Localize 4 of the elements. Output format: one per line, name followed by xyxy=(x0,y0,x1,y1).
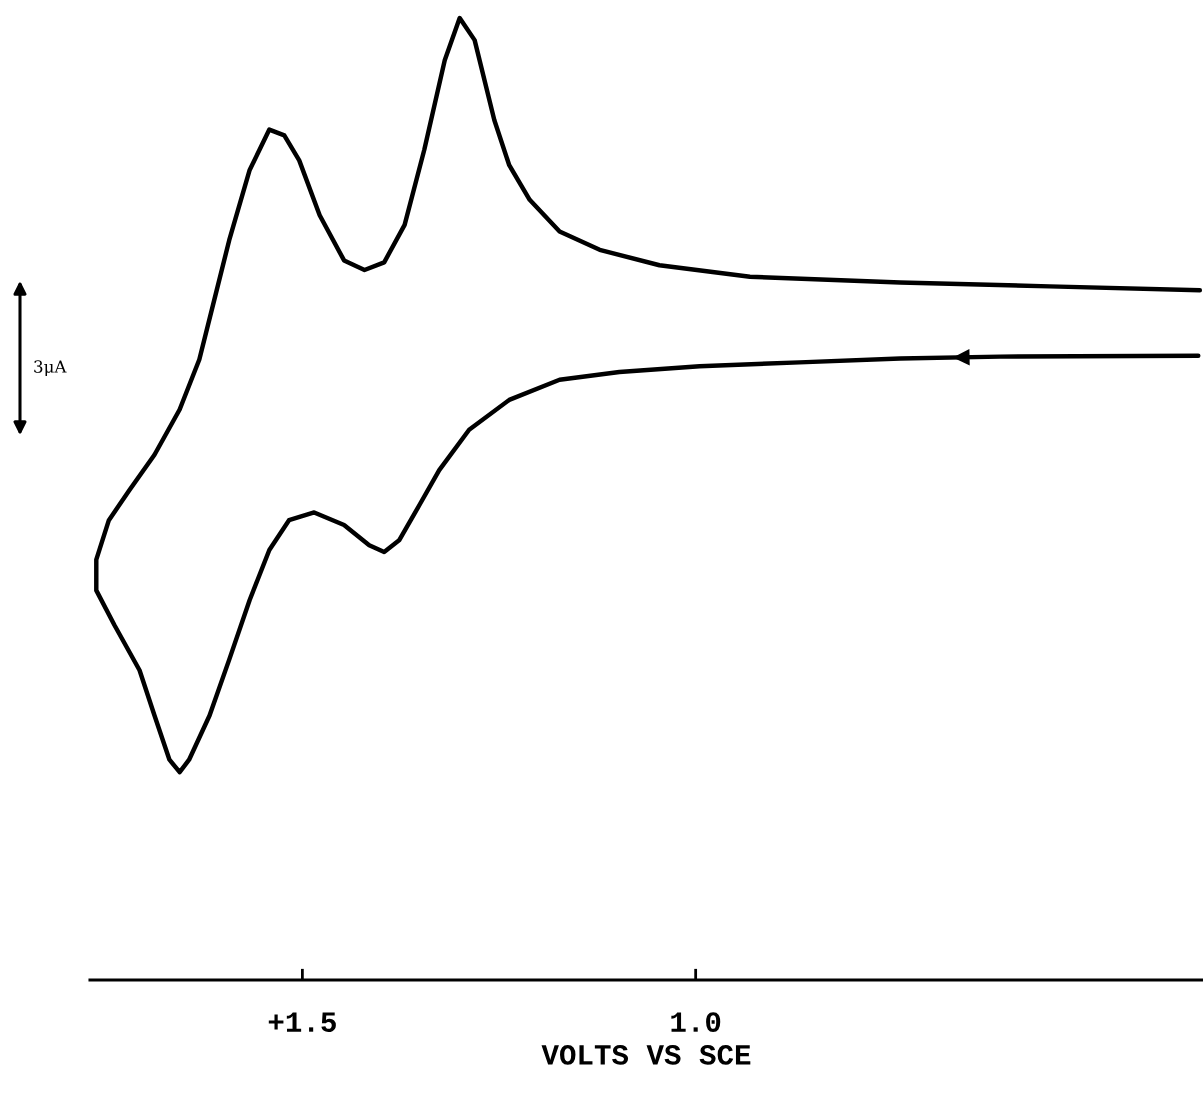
x-tick-label: +1.5 xyxy=(268,1012,336,1032)
text: 3μA xyxy=(34,360,67,377)
x-axis-title: VOLTS VS SCE xyxy=(541,1044,751,1065)
x-tick-label: 1.0 xyxy=(671,1012,721,1032)
